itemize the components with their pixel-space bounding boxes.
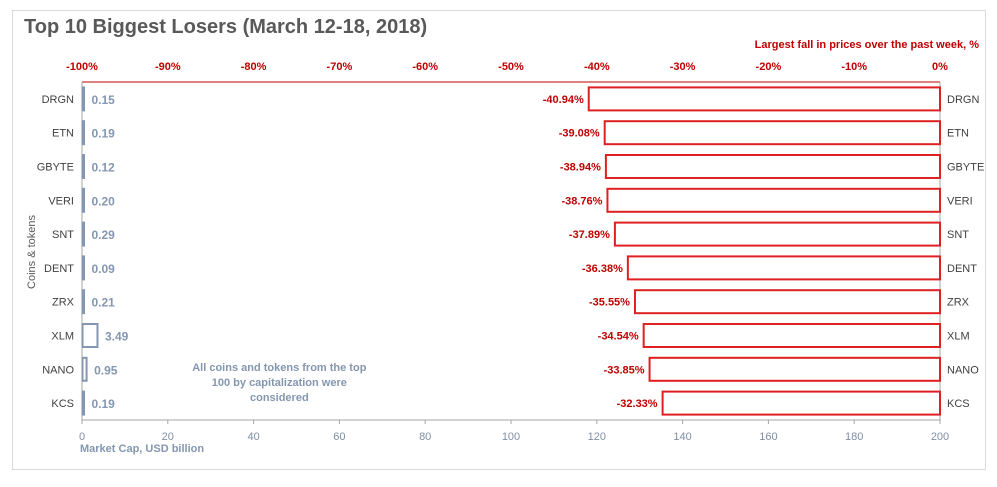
category-label-right: NANO bbox=[947, 364, 979, 376]
category-label-left: VERI bbox=[48, 195, 74, 207]
category-label-left: ZRX bbox=[52, 297, 75, 309]
bottom-tick-label: 200 bbox=[931, 431, 949, 443]
note-text: All coins and tokens from the top 100 by … bbox=[192, 362, 366, 404]
top-tick-label: -50% bbox=[498, 61, 524, 73]
price-fall-label: -34.54% bbox=[598, 331, 639, 343]
price-fall-label: -33.85% bbox=[604, 364, 645, 376]
price-fall-bar bbox=[604, 154, 941, 179]
x-axis-title: Market Cap, USD billion bbox=[80, 443, 204, 455]
price-fall-bar bbox=[633, 289, 942, 315]
market-cap-bar bbox=[81, 255, 85, 281]
bottom-tick-label: 40 bbox=[247, 431, 259, 443]
price-fall-bar bbox=[613, 221, 941, 247]
market-cap-bar bbox=[81, 356, 88, 382]
category-label-right: VERI bbox=[947, 195, 973, 207]
price-fall-label: -38.94% bbox=[560, 162, 601, 174]
y-axis-title: Coins & tokens bbox=[26, 215, 38, 289]
top-tick-label: -10% bbox=[841, 61, 867, 73]
price-fall-label: -37.89% bbox=[569, 229, 610, 241]
market-cap-label: 0.19 bbox=[92, 127, 116, 141]
top-tick-label: -20% bbox=[756, 61, 782, 73]
bottom-tick-label: 80 bbox=[419, 431, 431, 443]
market-cap-label: 0.21 bbox=[92, 296, 116, 310]
price-fall-bar bbox=[642, 323, 941, 348]
category-label-right: XLM bbox=[947, 331, 970, 343]
market-cap-bar bbox=[81, 323, 99, 348]
market-cap-label: 0.15 bbox=[92, 93, 116, 107]
price-fall-label: -40.94% bbox=[543, 94, 584, 106]
market-cap-bar bbox=[81, 221, 85, 247]
price-fall-label: -39.08% bbox=[559, 128, 600, 140]
category-label-left: GBYTE bbox=[37, 162, 74, 174]
price-fall-bar bbox=[661, 390, 941, 416]
market-cap-bar bbox=[81, 120, 85, 146]
price-fall-label: -35.55% bbox=[589, 297, 630, 309]
price-fall-bar bbox=[606, 187, 941, 213]
bottom-tick-label: 100 bbox=[502, 431, 520, 443]
bottom-tick-label: 120 bbox=[588, 431, 606, 443]
bars bbox=[81, 86, 942, 416]
category-label-right: GBYTE bbox=[947, 162, 984, 174]
note-line: All coins and tokens from the top bbox=[192, 362, 366, 374]
price-fall-bar bbox=[603, 120, 941, 146]
bottom-tick-label: 60 bbox=[333, 431, 345, 443]
bottom-tick-label: 0 bbox=[79, 431, 85, 443]
axes: -100% -90% -80% -70% -60% -50% -40% -30% -20% -10… bbox=[66, 61, 949, 443]
top-tick-label: -60% bbox=[412, 61, 438, 73]
category-label-left: SNT bbox=[52, 229, 74, 241]
top-tick-label: -80% bbox=[241, 61, 267, 73]
market-cap-label: 0.20 bbox=[92, 194, 116, 208]
top-tick-label: -40% bbox=[584, 61, 610, 73]
category-labels: DRGN DRGN ETN ETN GBYTE GBYTE VERI VERI SNT SNT DE… bbox=[37, 94, 985, 410]
market-cap-bar bbox=[81, 289, 85, 315]
bottom-tick-label: 20 bbox=[162, 431, 174, 443]
top-tick-label: -30% bbox=[670, 61, 696, 73]
top-tick-label: -70% bbox=[327, 61, 353, 73]
market-cap-bar bbox=[81, 154, 85, 179]
price-fall-label: -36.38% bbox=[582, 263, 623, 275]
category-label-right: DRGN bbox=[947, 94, 979, 106]
top-tick-label: 0% bbox=[932, 61, 948, 73]
price-fall-bar bbox=[587, 86, 941, 112]
category-label-left: DENT bbox=[44, 263, 74, 275]
category-label-right: DENT bbox=[947, 263, 977, 275]
bottom-tick-label: 160 bbox=[759, 431, 777, 443]
category-label-right: KCS bbox=[947, 398, 970, 410]
note-line: 100 by capitalization were bbox=[212, 377, 347, 389]
category-label-left: KCS bbox=[51, 398, 74, 410]
top-axis-title: Largest fall in prices over the past wee… bbox=[754, 39, 979, 51]
category-label-left: XLM bbox=[51, 331, 74, 343]
market-cap-bar bbox=[81, 86, 85, 112]
category-label-left: DRGN bbox=[42, 94, 74, 106]
bottom-tick-label: 140 bbox=[673, 431, 691, 443]
market-cap-label: 0.95 bbox=[94, 363, 118, 377]
price-fall-bar bbox=[648, 356, 942, 382]
category-label-left: ETN bbox=[52, 128, 74, 140]
category-label-left: NANO bbox=[42, 364, 74, 376]
market-cap-label: 0.19 bbox=[92, 397, 116, 411]
market-cap-bar bbox=[81, 187, 85, 213]
category-label-right: ZRX bbox=[947, 297, 970, 309]
market-cap-label: 0.12 bbox=[92, 161, 116, 175]
market-cap-label: 3.49 bbox=[105, 330, 129, 344]
chart-title: Top 10 Biggest Losers (March 12-18, 2018… bbox=[24, 16, 428, 38]
category-label-right: SNT bbox=[947, 229, 969, 241]
market-cap-label: 0.09 bbox=[92, 262, 116, 276]
price-fall-bar bbox=[626, 255, 942, 281]
price-fall-label: -32.33% bbox=[617, 398, 658, 410]
top-tick-label: -100% bbox=[66, 61, 98, 73]
price-fall-label: -38.76% bbox=[561, 195, 602, 207]
data-labels: 0.15 -40.94% 0.19 -39.08% 0.12 -38.94% 0.20 -38… bbox=[92, 93, 658, 411]
bottom-tick-label: 180 bbox=[845, 431, 863, 443]
category-label-right: ETN bbox=[947, 128, 969, 140]
top-tick-label: -90% bbox=[155, 61, 181, 73]
market-cap-label: 0.29 bbox=[92, 228, 116, 242]
note-line: considered bbox=[250, 392, 309, 404]
market-cap-bar bbox=[81, 390, 85, 416]
